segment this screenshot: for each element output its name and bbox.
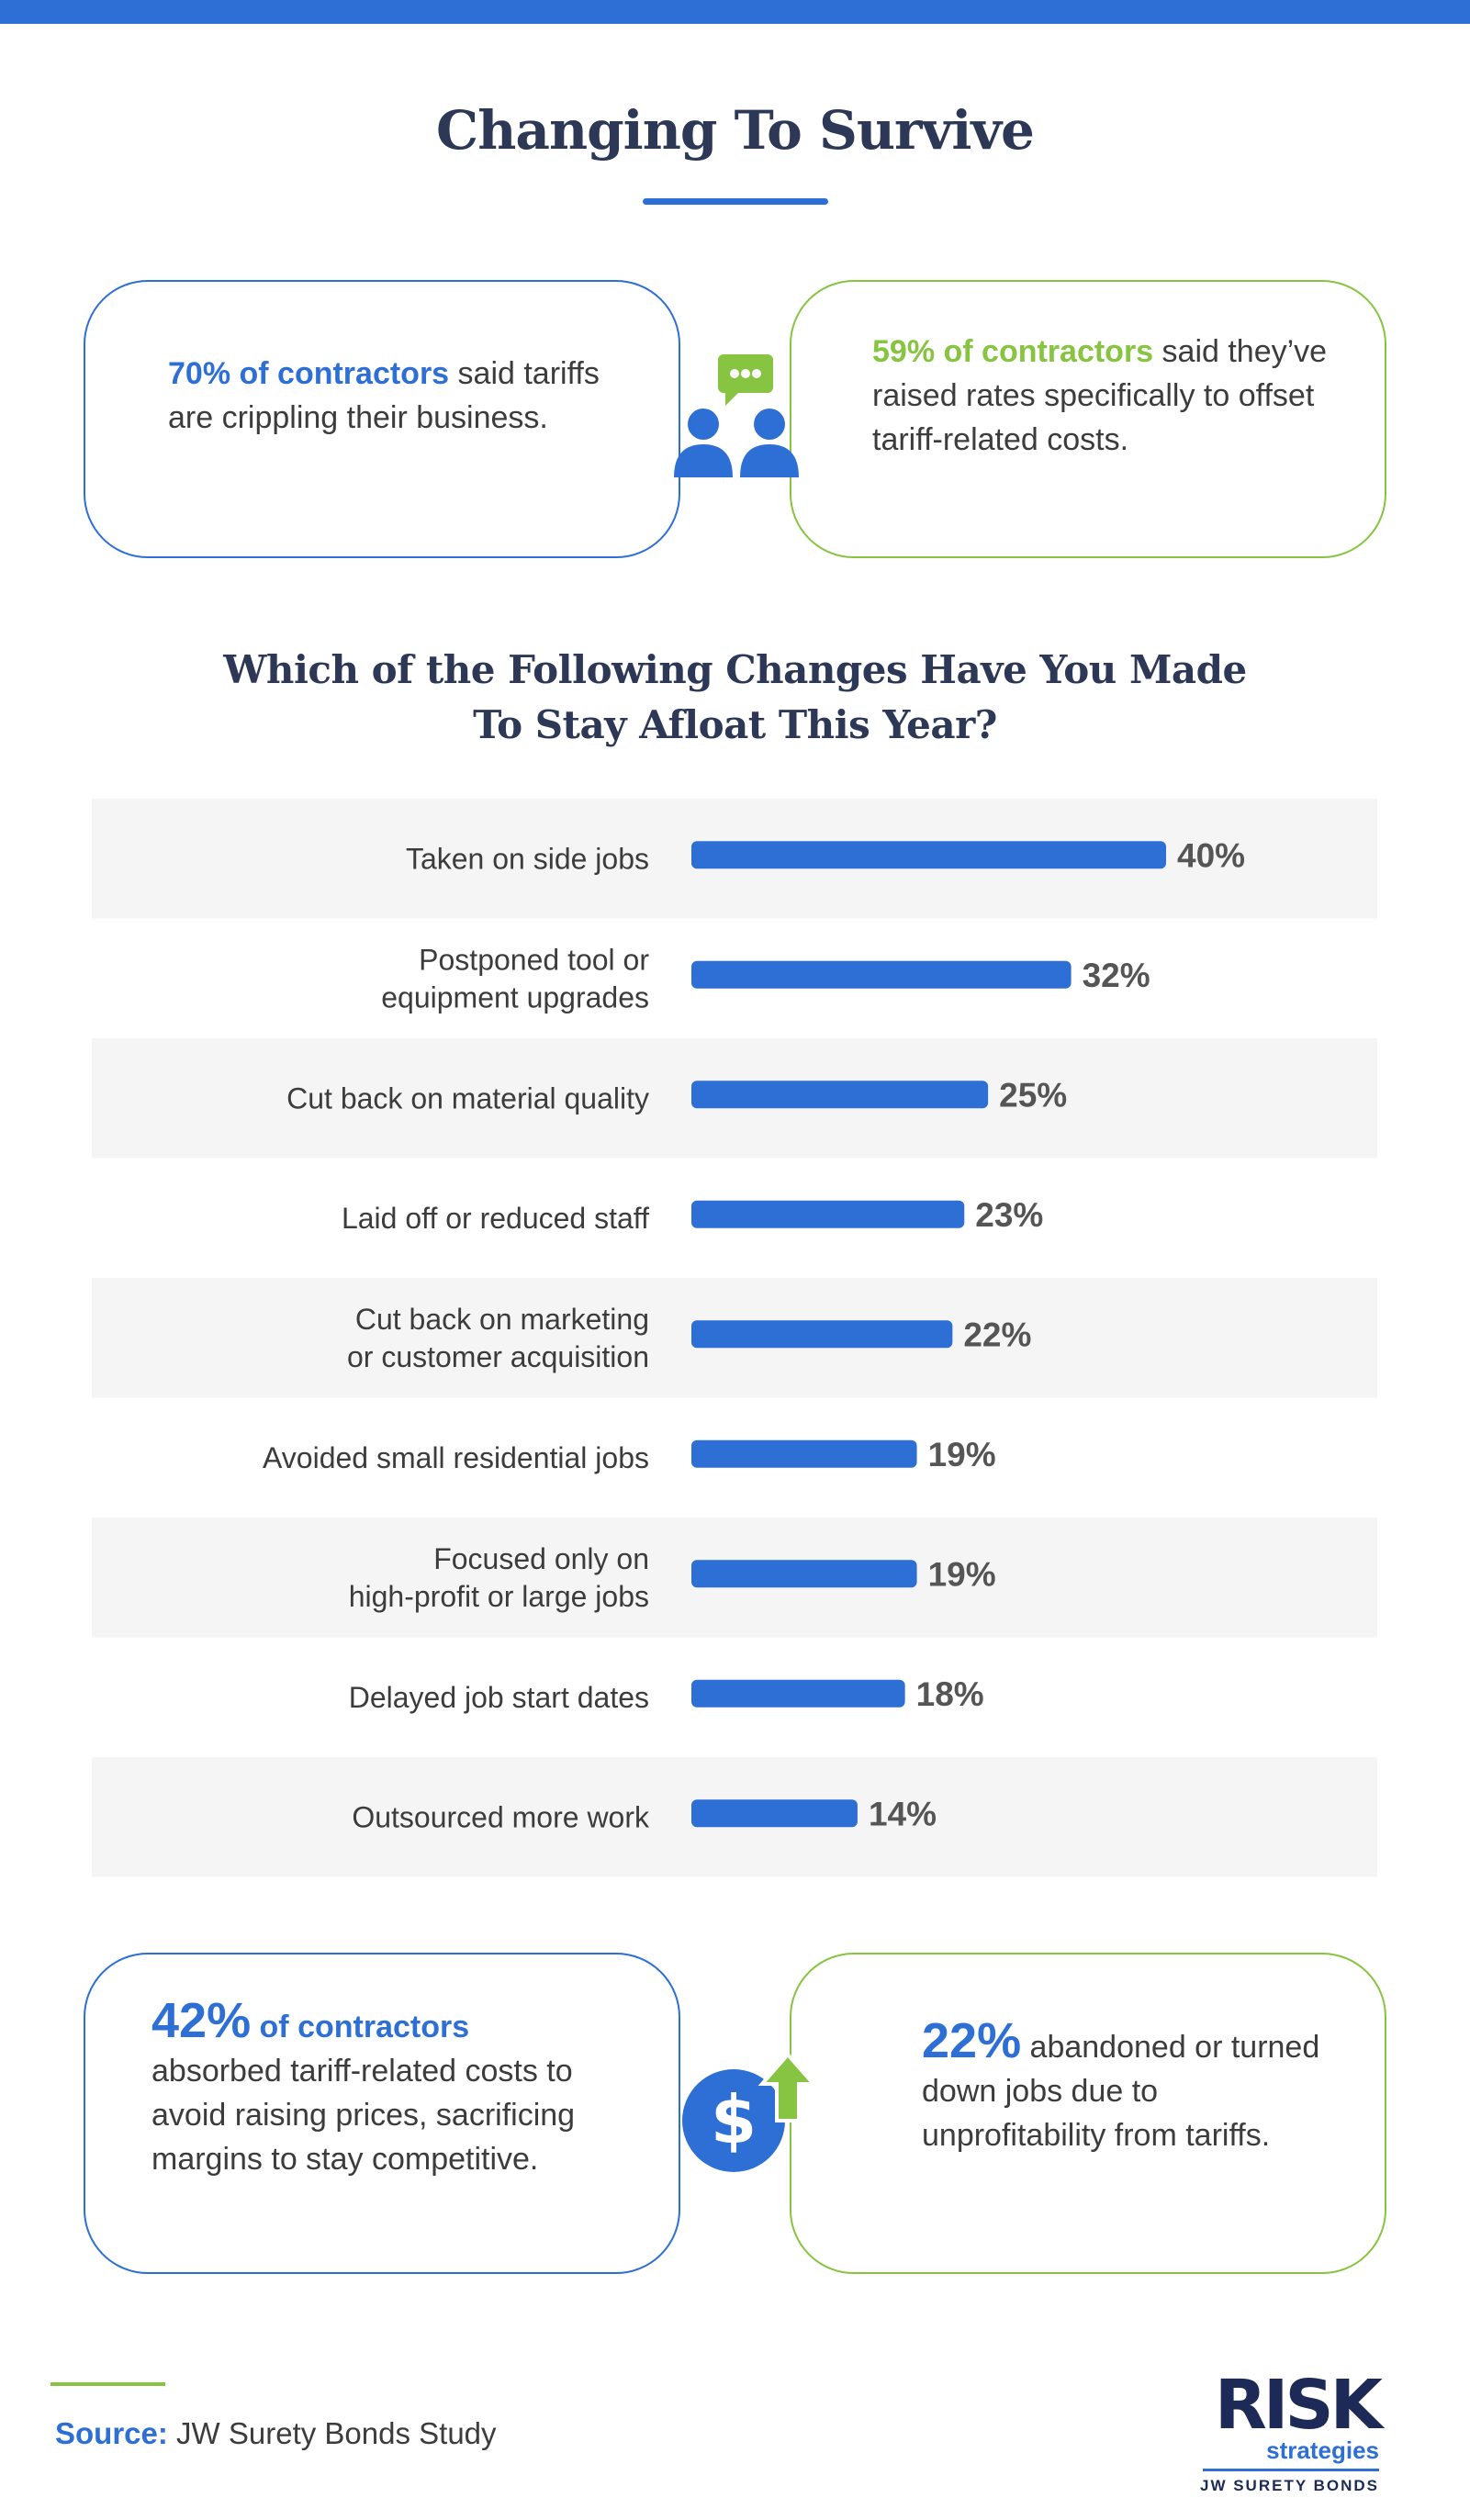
stat-highlight: 59% of contractors (872, 334, 1154, 369)
bar-value-label: 32% (1083, 957, 1150, 994)
stat-highlight: 70% of contractors (168, 356, 450, 391)
bar (691, 1200, 965, 1228)
dollar-up-arrow-icon: $ (682, 2051, 817, 2172)
stat-highlight: of contractors (251, 2010, 470, 2044)
row-shade (92, 799, 1377, 919)
stat-big-number: 22% (922, 2013, 1022, 2068)
bar-category-label: Postponed tool or (419, 943, 649, 976)
row-shade (92, 1278, 1377, 1398)
bar-category-label: Laid off or reduced staff (342, 1202, 649, 1235)
stat-text: 42% of contractors absorbed tariff-relate… (151, 1996, 629, 2181)
bar-category-label: equipment upgrades (381, 980, 649, 1014)
bar-value-label: 23% (975, 1196, 1043, 1234)
bar (691, 841, 1166, 869)
bar (691, 1799, 858, 1828)
chart-title: Which of the Following Changes Have You … (0, 643, 1470, 753)
stat-body: said they’ve raised rates specifically t… (872, 334, 1328, 457)
stat-card-absorbed-costs: 42% of contractors absorbed tariff-relate… (84, 1953, 680, 2274)
bar (691, 1439, 917, 1468)
source-label: Source: (55, 2416, 168, 2450)
footer-rule (50, 2382, 165, 2386)
bar-category-label: Cut back on material quality (286, 1081, 649, 1114)
title-underline (643, 198, 828, 205)
stat-text: 22% abandoned or turned down jobs due to… (922, 2016, 1344, 2157)
bar-category-label: Focused only on (433, 1542, 649, 1575)
bar-value-label: 14% (869, 1795, 937, 1832)
bar-value-label: 40% (1177, 836, 1245, 874)
risk-strategies-logo: RISK strategies JW SURETY BONDS (1194, 2366, 1396, 2495)
top-accent-bar (0, 0, 1470, 24)
stat-card-raised-rates: 59% of contractors said they’ve raised r… (790, 280, 1386, 558)
bar (691, 1560, 917, 1588)
logo-wordmark: RISK (1214, 2366, 1383, 2445)
svg-text:$: $ (711, 2081, 757, 2158)
stat-body: abandoned or turned down jobs due to unp… (922, 2030, 1320, 2153)
stat-body: absorbed tariff-related costs to avoid r… (151, 2054, 576, 2177)
logo-divider (1203, 2469, 1379, 2471)
bar (691, 960, 1072, 989)
logo-subbrand: JW SURETY BONDS (1200, 2477, 1379, 2494)
stat-card-tariffs-crippling: 70% of contractors said tariffs are crip… (84, 280, 680, 558)
stat-body: said tariffs are crippling their busines… (168, 356, 600, 435)
row-shade (92, 1038, 1377, 1159)
source-citation: Source: JW Surety Bonds Study (55, 2416, 497, 2451)
chart-title-line: To Stay Afloat This Year? (473, 702, 997, 747)
bar-value-label: 19% (928, 1555, 996, 1593)
bar-category-label: Taken on side jobs (406, 842, 649, 875)
stat-big-number: 42% (151, 1993, 252, 2048)
stat-card-abandoned-jobs: 22% abandoned or turned down jobs due to… (790, 1953, 1386, 2274)
bar-value-label: 25% (999, 1076, 1067, 1114)
source-text: JW Surety Bonds Study (167, 2416, 497, 2450)
bar-category-label: or customer acquisition (347, 1340, 649, 1373)
row-shade (92, 1518, 1377, 1638)
stat-text: 59% of contractors said they’ve raised r… (872, 330, 1350, 462)
bar-category-label: Outsourced more work (352, 1800, 650, 1833)
bar-value-label: 19% (928, 1436, 996, 1473)
bar (691, 1081, 989, 1109)
page-title: Changing To Survive (436, 99, 1035, 162)
bar-value-label: 18% (916, 1675, 984, 1713)
stat-text: 70% of contractors said tariffs are crip… (168, 352, 627, 440)
chart-title-line: Which of the Following Changes Have You … (223, 647, 1247, 692)
bar (691, 1320, 953, 1349)
bar-category-label: Cut back on marketing (355, 1303, 649, 1336)
bar-category-label: Avoided small residential jobs (263, 1441, 649, 1474)
bar (691, 1679, 905, 1708)
logo-tagline: strategies (1266, 2436, 1379, 2464)
row-shade (92, 1757, 1377, 1877)
people-chat-icon (674, 354, 799, 477)
bar-category-label: high-profit or large jobs (349, 1580, 649, 1613)
bar-category-label: Delayed job start dates (349, 1681, 649, 1714)
bar-value-label: 22% (963, 1316, 1031, 1353)
